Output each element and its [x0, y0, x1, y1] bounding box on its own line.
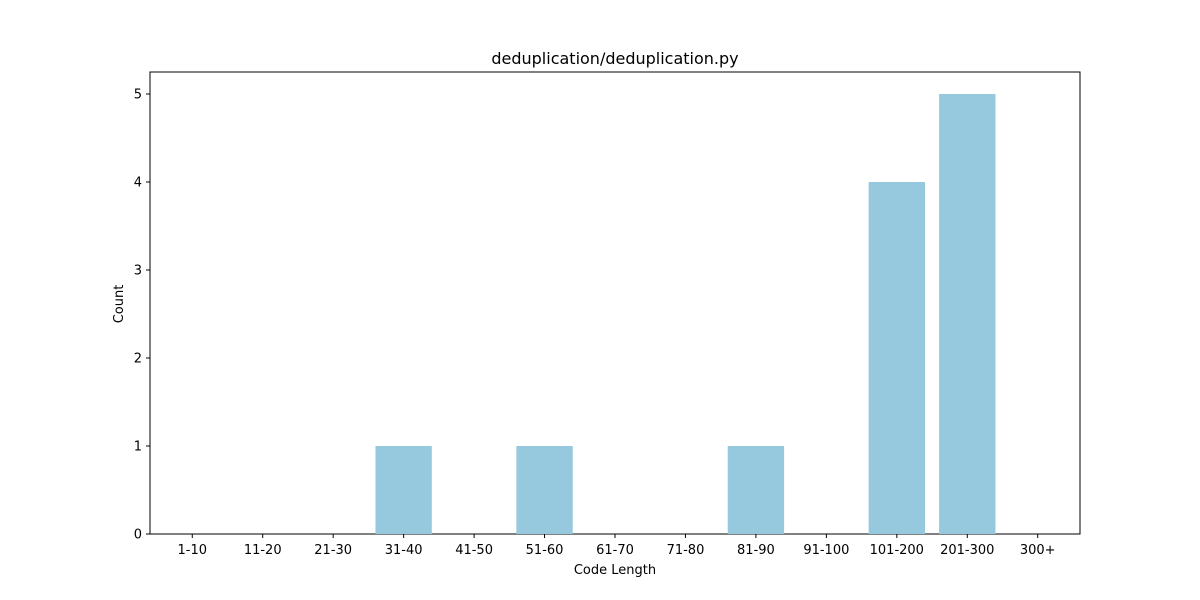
chart-title: deduplication/deduplication.py	[491, 49, 738, 68]
y-tick-label: 4	[134, 176, 142, 191]
x-tick-label: 91-100	[803, 543, 849, 558]
bar-201-300	[939, 94, 996, 534]
x-tick-label: 1-10	[178, 543, 208, 558]
y-tick-label: 5	[134, 88, 142, 103]
x-tick-label: 31-40	[385, 543, 423, 558]
y-tick-label: 3	[134, 264, 142, 279]
x-axis-ticks: 1-10 11-20 21-30 31-40 41-50 51-60 61-70 71-80 8…	[178, 534, 1056, 558]
x-tick-label: 300+	[1020, 543, 1056, 558]
y-axis-label: Count	[112, 285, 127, 324]
x-tick-label: 51-60	[526, 543, 564, 558]
bar-81-90	[727, 446, 785, 534]
x-tick-label: 61-70	[596, 543, 634, 558]
y-tick-label: 2	[134, 352, 142, 367]
bar-101-200	[868, 182, 925, 534]
x-tick-label: 201-300	[940, 543, 994, 558]
x-tick-label: 71-80	[667, 543, 705, 558]
x-tick-label: 81-90	[737, 543, 775, 558]
y-axis-ticks: 0 1 2 3 4 5	[134, 88, 150, 543]
x-axis-label: Code Length	[574, 563, 656, 578]
y-tick-label: 0	[134, 528, 142, 543]
x-tick-label: 11-20	[244, 543, 282, 558]
y-tick-label: 1	[134, 440, 142, 455]
bar-31-40	[375, 446, 432, 534]
x-tick-label: 41-50	[455, 543, 493, 558]
bars-group	[375, 94, 996, 534]
x-tick-label: 101-200	[870, 543, 924, 558]
bar-51-60	[516, 446, 573, 534]
x-tick-label: 21-30	[314, 543, 352, 558]
